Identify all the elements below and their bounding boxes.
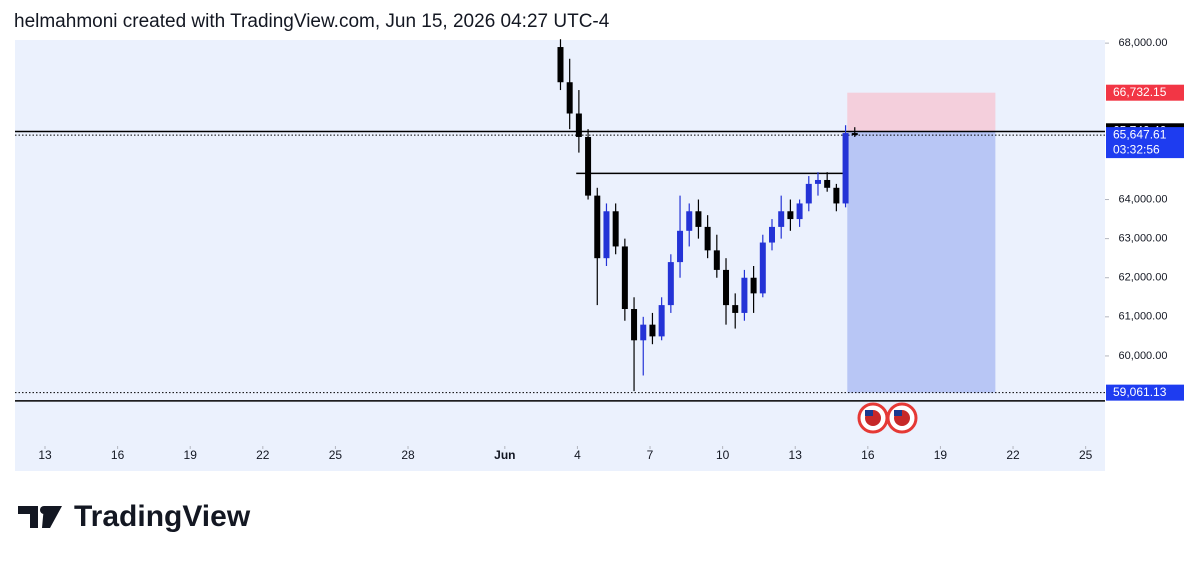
- target-zone: [847, 131, 996, 393]
- header: helmahmoni created with TradingView.com,…: [14, 11, 610, 32]
- stop-zone: [847, 92, 996, 132]
- candle-body: [640, 324, 647, 341]
- y-tick-label: 68,000.00: [1119, 37, 1168, 49]
- candle-body: [814, 179, 821, 184]
- candle-body: [723, 269, 730, 306]
- candle-body: [585, 136, 592, 196]
- candle-body: [658, 305, 665, 337]
- x-tick-label: 25: [329, 448, 343, 462]
- candle-body: [842, 133, 849, 204]
- price-label: 65,647.61: [1113, 127, 1167, 141]
- x-tick-label: 4: [574, 448, 581, 462]
- price-label: 59,061.13: [1113, 385, 1167, 399]
- candle-body: [759, 242, 766, 294]
- candle-body: [575, 113, 582, 137]
- x-tick-label: 10: [716, 448, 730, 462]
- candle-body: [631, 309, 638, 341]
- price-label-box: [1106, 127, 1184, 159]
- candle-body: [667, 262, 674, 306]
- candle-body: [594, 195, 601, 259]
- candle-body: [750, 277, 757, 294]
- plot: 13 16 19 22 25 28 Jun 4 7 10 13 16 19 22 25: [15, 39, 1109, 462]
- y-tick-label: 63,000.00: [1119, 233, 1168, 245]
- candle-body: [621, 246, 628, 310]
- x-tick-label: 13: [789, 448, 803, 462]
- candle-body: [695, 211, 702, 227]
- y-tick-label: 62,000.00: [1119, 272, 1168, 284]
- x-tick-label: 19: [184, 448, 198, 462]
- x-tick-label: 16: [861, 448, 875, 462]
- tradingview-logo: [18, 506, 62, 528]
- candle-body: [713, 250, 720, 270]
- price-label: 66,732.15: [1113, 85, 1167, 99]
- x-tick-label: 7: [647, 448, 654, 462]
- price-label-box: [1106, 384, 1184, 401]
- x-tick-label: 22: [256, 448, 270, 462]
- y-tick-label: 64,000.00: [1119, 193, 1168, 205]
- candle-body: [833, 187, 840, 204]
- x-tick-label: Jun: [494, 448, 515, 462]
- candle-body: [805, 183, 812, 204]
- x-tick-label: 13: [38, 448, 52, 462]
- candle-body: [741, 277, 748, 313]
- event-icons: [857, 402, 918, 434]
- x-tick-label: 19: [934, 448, 948, 462]
- candle-body: [824, 179, 831, 188]
- candle-body: [557, 47, 564, 83]
- candle-body: [732, 305, 739, 313]
- candle-body: [768, 226, 775, 243]
- footer-logo-text: TradingView: [74, 500, 251, 533]
- candle-body: [612, 211, 619, 247]
- x-tick-label: 16: [111, 448, 125, 462]
- x-tick-label: 28: [401, 448, 415, 462]
- candle-body: [566, 82, 573, 114]
- candle-body: [649, 324, 656, 337]
- candle-body: [686, 211, 693, 231]
- candle-body: [787, 211, 794, 220]
- x-tick-label: 25: [1079, 448, 1093, 462]
- y-tick-label: 61,000.00: [1119, 311, 1168, 323]
- candle-body: [677, 230, 684, 263]
- y-tick-label: 60,000.00: [1119, 350, 1168, 362]
- price-label-box: [1106, 84, 1184, 101]
- candle-body: [851, 133, 858, 136]
- x-tick-label: 22: [1006, 448, 1020, 462]
- countdown: 03:32:56: [1113, 142, 1160, 156]
- candle-body: [704, 226, 711, 251]
- candle-body: [778, 211, 785, 227]
- candle-body: [796, 203, 803, 220]
- candle-body: [603, 211, 610, 259]
